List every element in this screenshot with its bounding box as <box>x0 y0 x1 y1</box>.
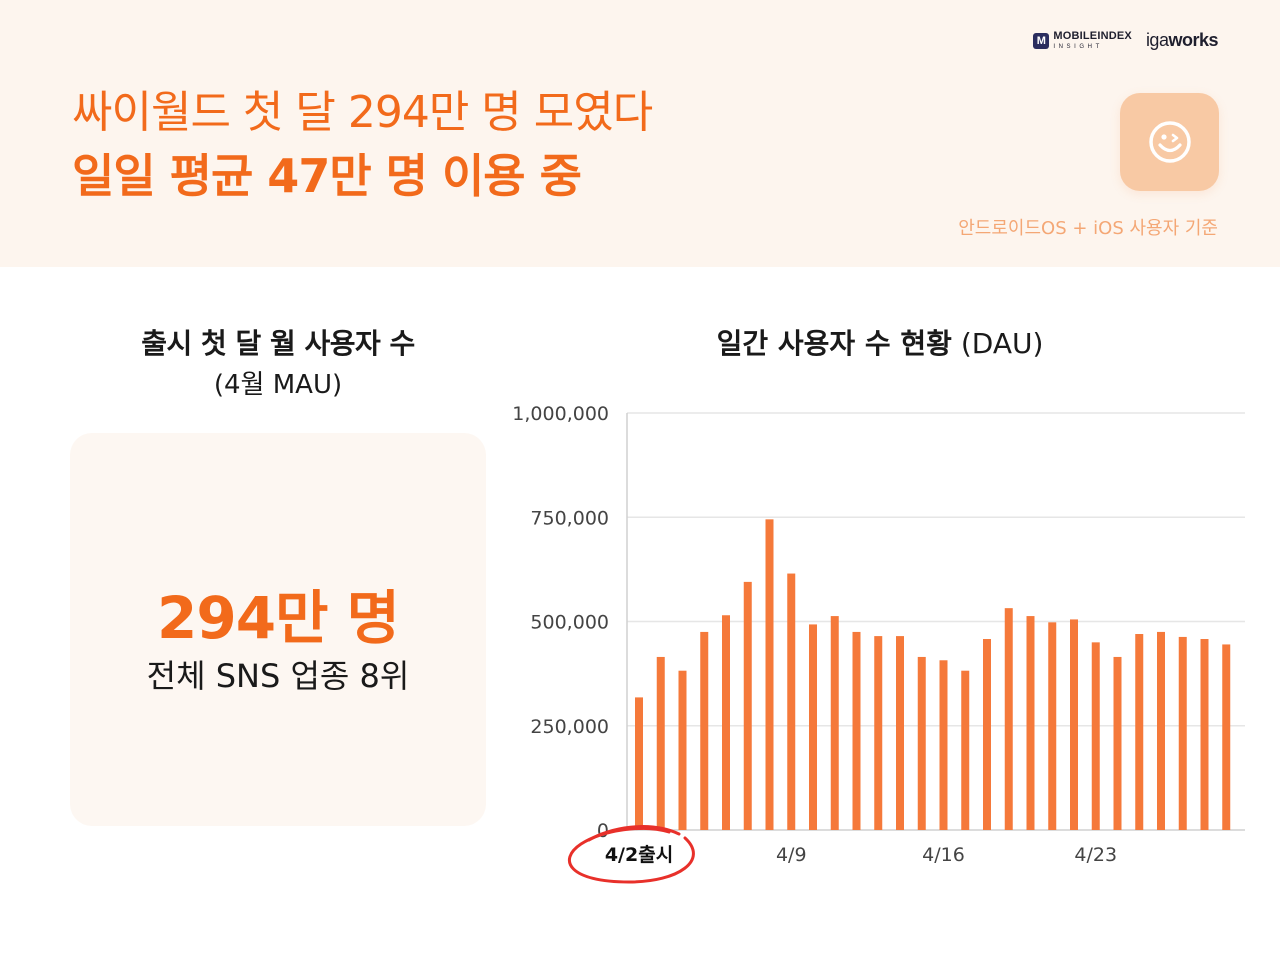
dau-bar <box>743 581 752 830</box>
header-band <box>0 0 1280 267</box>
y-tick-label: 500,000 <box>530 612 609 634</box>
launch-circle-mark <box>568 825 695 884</box>
igaworks-suffix: works <box>1168 30 1218 50</box>
y-tick-label: 250,000 <box>530 716 609 738</box>
dau-bar <box>678 670 687 830</box>
dau-bar <box>656 656 665 830</box>
dau-bar <box>635 697 643 830</box>
dau-bar <box>917 656 926 830</box>
dau-bar <box>765 519 774 830</box>
mau-rank: 전체 SNS 업종 8위 <box>146 657 410 695</box>
dau-bar <box>1091 642 1100 830</box>
igaworks-logo: igaworks <box>1145 30 1219 51</box>
headline-line2: 일일 평균 47만 명 이용 중 <box>72 149 582 203</box>
dau-bar <box>1113 656 1122 830</box>
dau-bar <box>896 636 904 830</box>
x-tick-label: 4/23 <box>1074 844 1117 866</box>
dau-bar <box>983 639 991 830</box>
cyworld-smile-icon <box>1148 121 1191 163</box>
cyworld-app-icon <box>1120 93 1219 191</box>
mau-value: 294만 명 <box>157 584 400 652</box>
mobileindex-sub: INSIGHT <box>1053 44 1103 50</box>
chart-title: 일간 사용자 수 현황 (DAU) <box>640 322 1120 362</box>
mobileindex-name: MOBILEINDEX <box>1053 30 1132 42</box>
chart-title-main: 일간 사용자 수 현황 <box>716 327 952 360</box>
y-tick-label: 1,000,000 <box>512 403 609 425</box>
dau-bar <box>852 631 861 830</box>
headline-line1: 싸이월드 첫 달 294만 명 모였다 <box>72 87 653 138</box>
x-tick-label: 4/9 <box>776 844 807 866</box>
mobileindex-logo: M MOBILEINDEX INSIGHT <box>1033 31 1132 50</box>
dau-bar <box>787 573 796 830</box>
x-tick-label: 4/16 <box>922 844 965 866</box>
dau-bar <box>1200 639 1209 830</box>
x-tick-label: 4/2출시 <box>605 844 673 866</box>
dau-bar <box>1070 619 1078 830</box>
dau-bar <box>1222 644 1231 830</box>
brand-logos: M MOBILEINDEX INSIGHT igaworks <box>1033 30 1218 51</box>
chart-title-suffix: (DAU) <box>960 327 1044 360</box>
mau-section-title: 출시 첫 달 월 사용자 수 <box>141 327 415 360</box>
dau-bar <box>1157 631 1165 830</box>
dau-bar <box>722 615 730 830</box>
dau-bar <box>939 660 948 830</box>
dau-bar <box>809 624 817 830</box>
dau-bar <box>1026 616 1035 830</box>
dau-bar <box>830 616 839 830</box>
mau-card: 294만 명 전체 SNS 업종 8위 <box>70 433 486 826</box>
dau-bar <box>1135 634 1144 830</box>
mau-section-subtitle: (4월 MAU) <box>213 370 343 400</box>
dau-bar <box>1048 622 1057 830</box>
y-tick-label: 750,000 <box>530 507 609 529</box>
dau-bar <box>1178 636 1187 830</box>
dau-bar <box>961 670 970 830</box>
dau-bar <box>1004 608 1013 830</box>
dau-bar <box>874 636 883 830</box>
data-criteria-note: 안드로이드OS + iOS 사용자 기준 <box>958 218 1218 239</box>
dau-bar <box>700 631 709 830</box>
mobileindex-m-icon: M <box>1033 32 1050 49</box>
igaworks-prefix: iga <box>1145 30 1169 50</box>
